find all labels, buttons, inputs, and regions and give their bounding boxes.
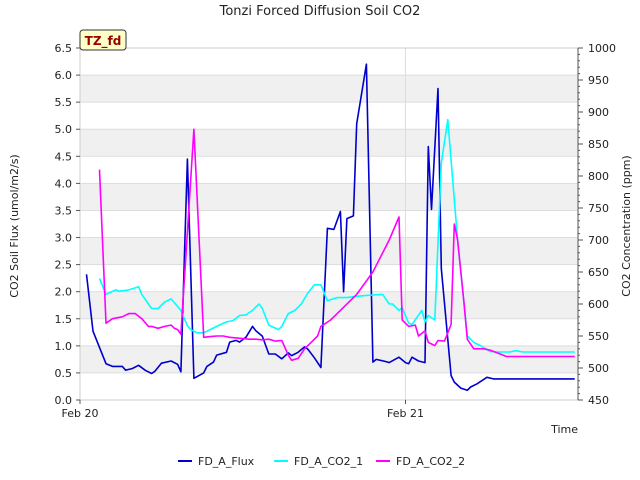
series-line-fd-a-co2-2 — [98, 128, 575, 362]
y-axis-right-label: CO2 Concentration (ppm) — [620, 155, 633, 296]
site-badge: TZ_fd — [79, 29, 127, 51]
legend-label: FD_A_CO2_2 — [396, 455, 465, 468]
left-tick-label: 1.5 — [55, 313, 73, 326]
left-tick-label: 4.5 — [55, 150, 73, 163]
right-tick-label: 500 — [588, 362, 609, 375]
left-tick-label: 0.0 — [55, 394, 73, 407]
left-tick-label: 6.5 — [55, 42, 73, 55]
right-tick-label: 700 — [588, 234, 609, 247]
left-tick-label: 5.5 — [55, 96, 73, 109]
left-y-axis: 0.0 0.5 1.0 1.5 2.0 2.5 3.0 3.5 4.0 4.5 5.0 5.5 6.0 6… — [55, 42, 80, 407]
left-tick-label: 5.0 — [55, 123, 73, 136]
chart-title: Tonzi Forced Diffusion Soil CO2 — [219, 4, 421, 19]
left-tick-label: 3.0 — [55, 232, 73, 245]
legend: FD_A_Flux FD_A_CO2_1 FD_A_CO2_2 — [178, 455, 465, 468]
right-tick-label: 950 — [588, 74, 609, 87]
plot-band — [80, 75, 578, 103]
right-tick-label: 850 — [588, 138, 609, 151]
series-line-fd-a-flux — [85, 63, 575, 392]
x-axis: Feb 20 Feb 21 — [62, 400, 424, 420]
right-tick-label: 1000 — [588, 42, 616, 55]
legend-label: FD_A_Flux — [198, 455, 255, 468]
site-badge-label: TZ_fd — [85, 34, 122, 49]
x-axis-label: Time — [550, 423, 578, 436]
left-tick-label: 2.0 — [55, 286, 73, 299]
plot-band — [80, 237, 578, 265]
right-tick-label: 800 — [588, 170, 609, 183]
plot-band — [80, 129, 578, 157]
y-axis-left-label: CO2 Soil Flux (umol/m2/s) — [8, 154, 21, 297]
plot-background-bands — [80, 75, 578, 373]
legend-label: FD_A_CO2_1 — [294, 455, 363, 468]
right-tick-label: 750 — [588, 202, 609, 215]
left-tick-label: 3.5 — [55, 204, 73, 217]
right-tick-label: 550 — [588, 330, 609, 343]
x-tick-label: Feb 21 — [387, 407, 424, 420]
plot-band — [80, 345, 578, 373]
left-tick-label: 4.0 — [55, 177, 73, 190]
right-tick-label: 600 — [588, 298, 609, 311]
series-layer — [85, 63, 575, 392]
plot-band — [80, 183, 578, 211]
series-line-fd-a-co2-1 — [98, 118, 575, 353]
right-y-axis: 450 500 550 600 650 700 750 800 850 900 950 1000 — [577, 42, 616, 407]
left-tick-label: 0.5 — [55, 367, 73, 380]
left-tick-label: 2.5 — [55, 259, 73, 272]
left-tick-label: 1.0 — [55, 340, 73, 353]
plot-band — [80, 291, 578, 319]
right-tick-label: 900 — [588, 106, 609, 119]
x-tick-label: Feb 20 — [62, 407, 99, 420]
left-tick-label: 6.0 — [55, 69, 73, 82]
right-tick-label: 450 — [588, 394, 609, 407]
right-tick-label: 650 — [588, 266, 609, 279]
